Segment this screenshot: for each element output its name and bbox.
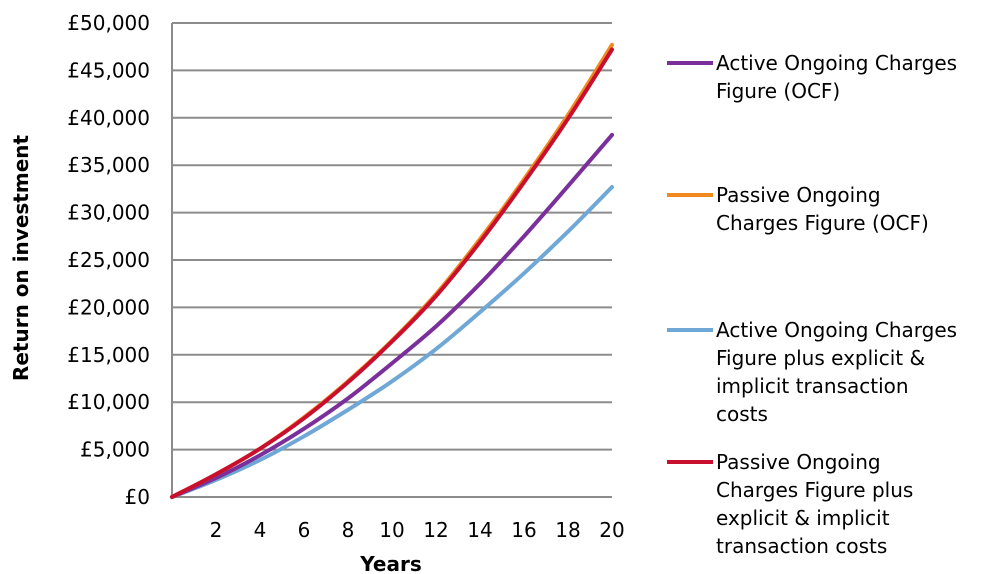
series-line-2	[170, 42, 614, 499]
x-axis: 2 4 6 8 10 12 14 16 18 20	[172, 496, 625, 542]
legend-label: Passive Ongoing	[716, 450, 881, 474]
x-tick-label: 4	[254, 518, 267, 542]
y-tick-label: £5,000	[80, 438, 150, 462]
legend-label: explicit & implicit	[716, 506, 890, 530]
legend-label: transaction costs	[716, 534, 887, 558]
y-tick-label: £50,000	[67, 11, 150, 35]
x-tick-label: 6	[298, 518, 311, 542]
gridlines	[172, 22, 612, 451]
y-tick-label: £20,000	[67, 295, 150, 319]
x-tick-label: 12	[423, 518, 448, 542]
series-lines	[170, 42, 614, 499]
y-tick-label: £25,000	[67, 248, 150, 272]
y-axis: £0 £5,000 £10,000 £15,000 £20,000 £25,000 £30,…	[67, 11, 173, 509]
x-tick-label: 20	[599, 518, 624, 542]
x-axis-title: Years	[359, 552, 421, 574]
legend-item: Passive Ongoing Charges Figure (OCF)	[667, 183, 929, 235]
legend-label: Passive Ongoing	[716, 183, 881, 207]
y-tick-label: £40,000	[67, 106, 150, 130]
legend-item: Active Ongoing Charges Figure (OCF)	[667, 51, 957, 103]
legend-label: Charges Figure plus	[716, 478, 913, 502]
x-tick-label: 14	[467, 518, 492, 542]
legend-label: costs	[716, 402, 768, 426]
series-line-1	[170, 132, 614, 499]
y-tick-label: £0	[125, 485, 150, 509]
series-line-4	[170, 47, 614, 499]
series-line-3	[170, 185, 614, 499]
legend-label: Active Ongoing Charges	[716, 51, 957, 75]
legend-label: Active Ongoing Charges	[716, 318, 957, 342]
legend-item: Active Ongoing Charges Figure plus explic…	[667, 318, 957, 426]
y-tick-label: £10,000	[67, 390, 150, 414]
x-tick-label: 10	[379, 518, 404, 542]
y-tick-label: £15,000	[67, 343, 150, 367]
legend-item: Passive Ongoing Charges Figure plus explic…	[667, 450, 913, 558]
legend-label: Figure (OCF)	[716, 79, 840, 103]
legend-label: implicit transaction	[716, 374, 909, 398]
y-axis-title: Return on investment	[9, 134, 33, 381]
legend-label: Figure plus explicit &	[716, 346, 925, 370]
y-tick-label: £30,000	[67, 201, 150, 225]
x-tick-label: 18	[555, 518, 580, 542]
x-tick-label: 8	[342, 518, 355, 542]
x-tick-label: 2	[210, 518, 223, 542]
y-tick-label: £45,000	[67, 58, 150, 82]
legend-label: Charges Figure (OCF)	[716, 211, 929, 235]
legend: Active Ongoing Charges Figure (OCF) Passiv…	[667, 51, 957, 558]
x-tick-label: 16	[511, 518, 536, 542]
y-tick-label: £35,000	[67, 153, 150, 177]
